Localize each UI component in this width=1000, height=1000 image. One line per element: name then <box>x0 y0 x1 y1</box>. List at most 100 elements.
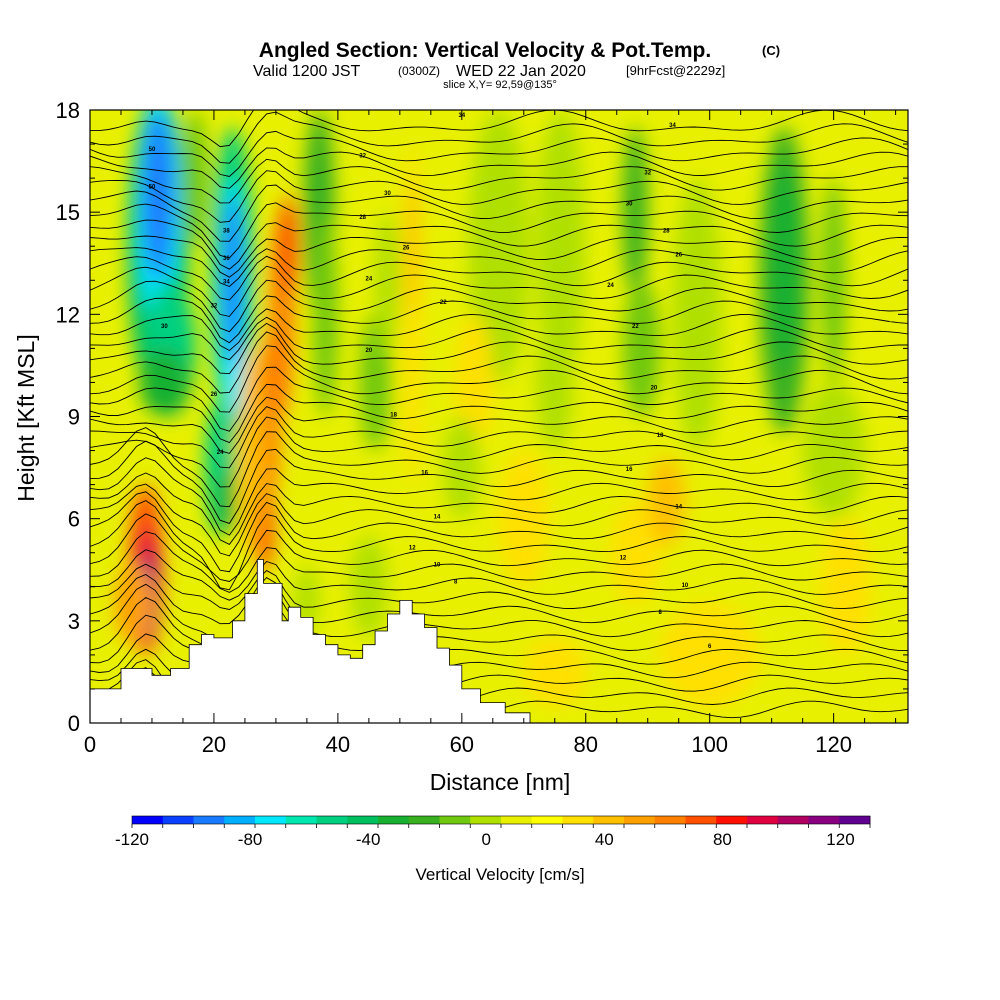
isentrope-line <box>90 255 908 301</box>
isentrope-line <box>90 202 908 259</box>
valid-date: WED 22 Jan 2020 <box>456 63 586 80</box>
isentrope-line <box>90 219 908 270</box>
velocity-blob <box>455 314 493 451</box>
isentrope-line <box>90 563 908 610</box>
colorbar-swatch <box>624 816 656 824</box>
contour-label: 22 <box>440 300 447 306</box>
isentrope-line <box>90 472 908 545</box>
isentrope-line <box>90 406 908 469</box>
isentrope-line <box>90 427 908 508</box>
contour-label: 24 <box>366 276 373 282</box>
slice-info: slice X,Y= 92,59@135° <box>443 79 557 91</box>
x-tick-label: 100 <box>691 732 728 757</box>
contour-label: 18 <box>657 433 664 439</box>
velocity-blob <box>536 314 574 451</box>
x-tick-label: 80 <box>574 732 598 757</box>
isentrope-line <box>90 531 908 593</box>
colorbar-swatch <box>593 816 625 824</box>
x-axis: 0 20 40 60 80 100 120 <box>84 110 897 757</box>
isentrope-line <box>90 111 908 164</box>
contour-label: 32 <box>359 154 366 160</box>
contour-label: 28 <box>663 229 670 235</box>
colorbar-tick-label: -40 <box>356 830 381 849</box>
colorbar-swatch <box>562 816 594 824</box>
velocity-blob <box>610 501 661 604</box>
y-axis-label: Height [Kft MSL] <box>13 334 39 501</box>
isentrope-line <box>90 308 908 352</box>
isentrope-line <box>90 322 908 375</box>
x-axis-label: Distance [nm] <box>430 769 571 795</box>
velocity-blob <box>182 110 208 247</box>
velocity-blob <box>238 348 264 553</box>
colorbar-tick-label: -120 <box>115 830 149 849</box>
colorbar-swatch <box>470 816 502 824</box>
colorbar-tick-label: 40 <box>595 830 614 849</box>
contour-label: 32 <box>211 304 218 310</box>
colorbar-swatch <box>224 816 256 824</box>
colorbar-swatch <box>685 816 717 824</box>
isentrope-line <box>90 549 908 601</box>
isentrope-line <box>90 491 908 573</box>
contour-label: 18 <box>390 413 397 419</box>
isentrope-line <box>90 295 908 344</box>
isentrope-line <box>90 483 908 557</box>
isentrope-line <box>90 513 908 582</box>
y-tick-label: 0 <box>68 711 80 736</box>
y-tick-label: 9 <box>68 405 80 430</box>
contour-label: 36 <box>223 256 230 262</box>
valid-time: Valid 1200 JST <box>253 63 361 80</box>
plot-area: 50 50 34 34 32 32 30 30 28 28 26 26 24 24 22 22 20 20 18 18… <box>90 110 908 723</box>
contour-label: 20 <box>366 348 373 354</box>
velocity-blob <box>622 127 648 298</box>
x-tick-label: 20 <box>202 732 226 757</box>
isentrope-line <box>90 366 908 432</box>
isentrope-line <box>90 130 908 177</box>
velocity-blob <box>217 467 236 536</box>
velocity-blob <box>821 518 871 655</box>
colorbar-title: Vertical Velocity [cm/s] <box>415 865 584 884</box>
contour-label: 20 <box>651 385 658 391</box>
colorbar <box>131 815 871 828</box>
contour-label: 14 <box>434 515 441 521</box>
contour-label: 6 <box>708 644 712 650</box>
colorbar-swatch <box>347 816 379 824</box>
contour-label: 12 <box>409 545 416 551</box>
velocity-blob <box>523 637 586 706</box>
velocity-blob <box>821 178 847 383</box>
contour-label: 26 <box>403 246 410 252</box>
contour-label: 34 <box>223 280 230 286</box>
colorbar-swatch <box>439 816 471 824</box>
contour-label: 38 <box>223 229 230 235</box>
velocity-blob <box>139 348 190 417</box>
colorbar-tick-labels: -120 -80 -40 0 40 80 120 <box>115 830 855 849</box>
contour-label: 50 <box>149 147 156 153</box>
colorbar-swatch <box>255 816 287 824</box>
contour-label: 16 <box>626 467 633 473</box>
contour-label: 32 <box>644 171 651 177</box>
isentrope-line <box>90 573 908 625</box>
copyright-mark: (C) <box>762 43 780 58</box>
isentrope-line <box>90 396 908 454</box>
y-tick-label: 12 <box>56 302 80 327</box>
isentrope-line <box>90 147 908 189</box>
x-tick-label: 0 <box>84 732 96 757</box>
isentrope-line <box>90 158 908 204</box>
colorbar-swatch <box>839 816 871 824</box>
velocity-blob <box>768 161 800 366</box>
y-tick-label: 3 <box>68 609 80 634</box>
velocity-blob <box>660 603 760 706</box>
colorbar-swatch <box>193 816 225 824</box>
forecast-info: [9hrFcst@2229z] <box>626 63 725 78</box>
isentrope-line <box>90 316 908 361</box>
contour-label: 22 <box>632 324 639 330</box>
contour-label: 24 <box>607 283 614 289</box>
contour-label: 10 <box>434 562 441 568</box>
contour-label: 28 <box>359 215 366 221</box>
isentrope-line <box>90 416 908 488</box>
colorbar-swatch <box>316 816 348 824</box>
y-tick-label: 15 <box>56 200 80 225</box>
colorbar-swatch <box>777 816 809 824</box>
isentrope-line <box>90 265 908 317</box>
contour-label: 14 <box>675 504 682 510</box>
